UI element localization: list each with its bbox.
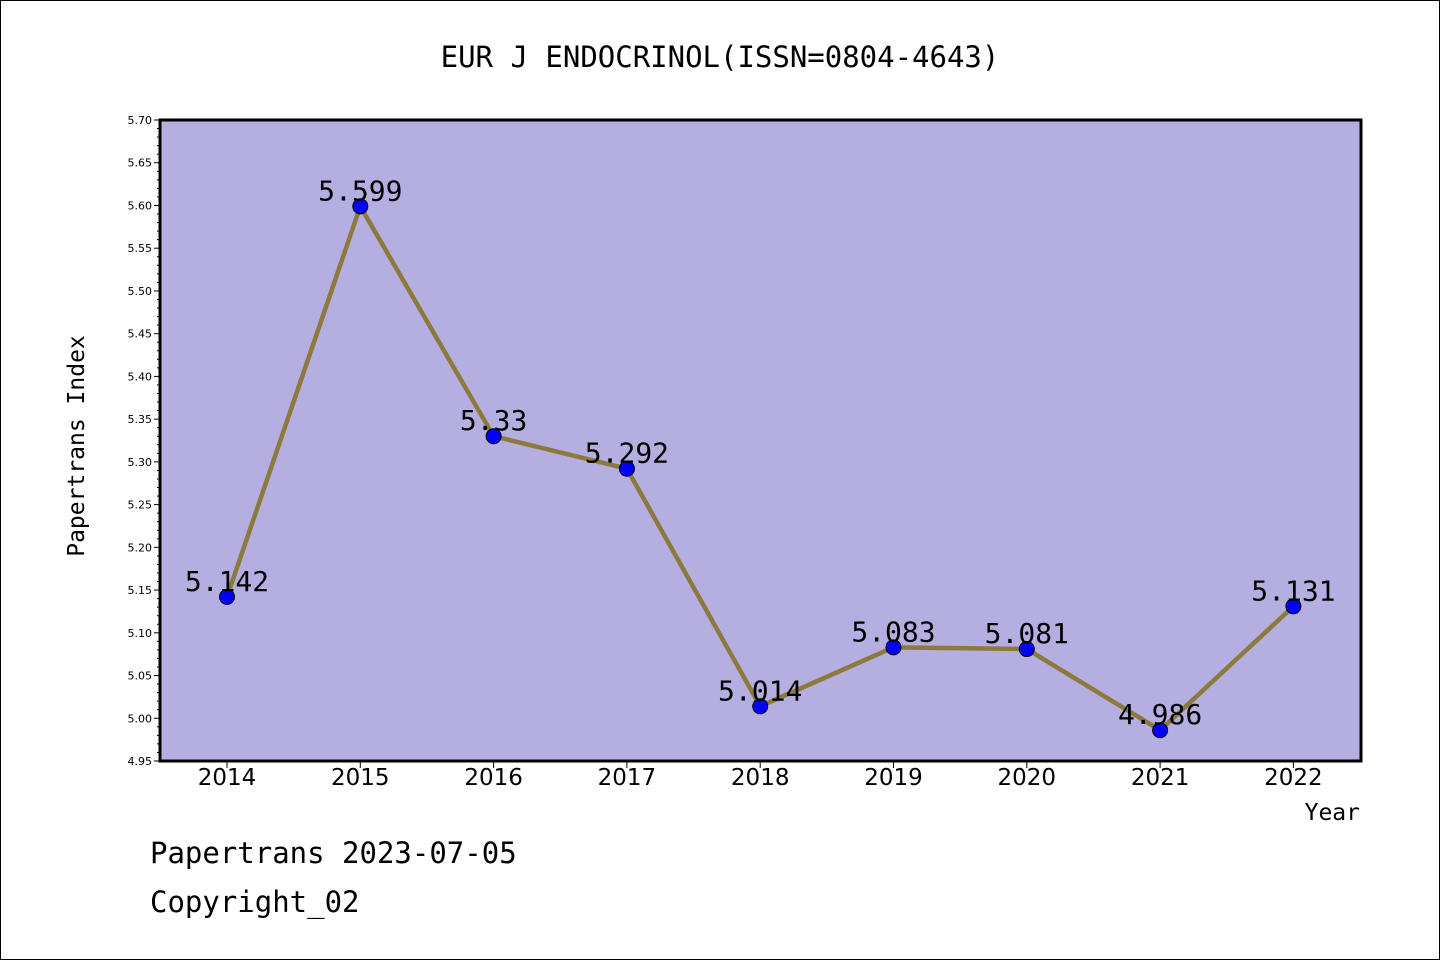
- y-tick-label: 5.65: [128, 157, 153, 170]
- data-label: 5.014: [718, 674, 802, 707]
- data-label: 5.292: [585, 437, 669, 470]
- y-tick-label: 5.15: [128, 584, 153, 597]
- data-label: 5.131: [1251, 574, 1335, 607]
- y-tick-label: 5.35: [128, 413, 153, 426]
- y-tick-label: 5.70: [128, 114, 153, 127]
- y-tick-label: 5.30: [128, 456, 153, 469]
- data-label: 4.986: [1118, 698, 1202, 731]
- data-label: 5.083: [851, 615, 935, 648]
- footer-date: Papertrans 2023-07-05: [150, 836, 517, 870]
- y-tick-label: 5.05: [128, 670, 153, 683]
- x-axis-label: Year: [1305, 800, 1360, 826]
- y-tick-label: 5.20: [128, 541, 153, 554]
- x-tick-label: 2022: [1264, 765, 1323, 791]
- data-label: 5.599: [318, 174, 402, 207]
- data-point: [885, 639, 902, 656]
- data-point: [752, 698, 769, 715]
- data-point: [1285, 598, 1302, 615]
- y-axis-label: Papertrans Index: [64, 335, 90, 557]
- x-tick-label: 2019: [864, 765, 923, 791]
- series-layer: 5.142 5.599 5.33 5.292 5.014 5.083 5.081 4.986 5…: [185, 174, 1336, 739]
- x-tick-label: 2021: [1131, 765, 1190, 791]
- data-label: 5.33: [460, 404, 527, 437]
- data-label: 5.142: [185, 565, 269, 598]
- y-tick-label: 4.95: [128, 755, 153, 768]
- y-tick-label: 5.40: [128, 370, 153, 383]
- y-tick-label: 5.50: [128, 285, 153, 298]
- data-point: [485, 428, 502, 445]
- y-tick-label: 5.10: [128, 627, 153, 640]
- y-tick-label: 5.00: [128, 712, 153, 725]
- data-point: [219, 588, 235, 605]
- footer-copyright: Copyright_02: [150, 885, 360, 919]
- x-tick-label: 2018: [731, 765, 790, 791]
- x-tick-label: 2015: [331, 765, 390, 791]
- data-point: [1018, 641, 1035, 658]
- plot-area: [158, 118, 1363, 763]
- data-point: [1152, 722, 1169, 739]
- chart-title: EUR J ENDOCRINOL(ISSN=0804-4643): [441, 40, 1000, 74]
- x-tick-label: 2020: [998, 765, 1057, 791]
- x-tick-label: 2014: [198, 765, 257, 791]
- y-axis: 4.95 5.00 5.05 5.10 5.15 5.20 5.25 5.30 5.35 5.40…: [128, 114, 160, 768]
- data-point: [352, 198, 369, 215]
- data-point: [618, 460, 635, 477]
- y-tick-label: 5.60: [128, 199, 153, 212]
- data-label: 5.081: [985, 617, 1069, 650]
- y-tick-label: 5.45: [128, 328, 153, 341]
- x-tick-label: 2016: [464, 765, 523, 791]
- y-tick-label: 5.25: [128, 499, 153, 512]
- y-tick-label: 5.55: [128, 242, 153, 255]
- x-tick-label: 2017: [598, 765, 657, 791]
- x-axis: 2014 2015 2016 2017 2018 2019 2020 2021 2022: [198, 761, 1323, 791]
